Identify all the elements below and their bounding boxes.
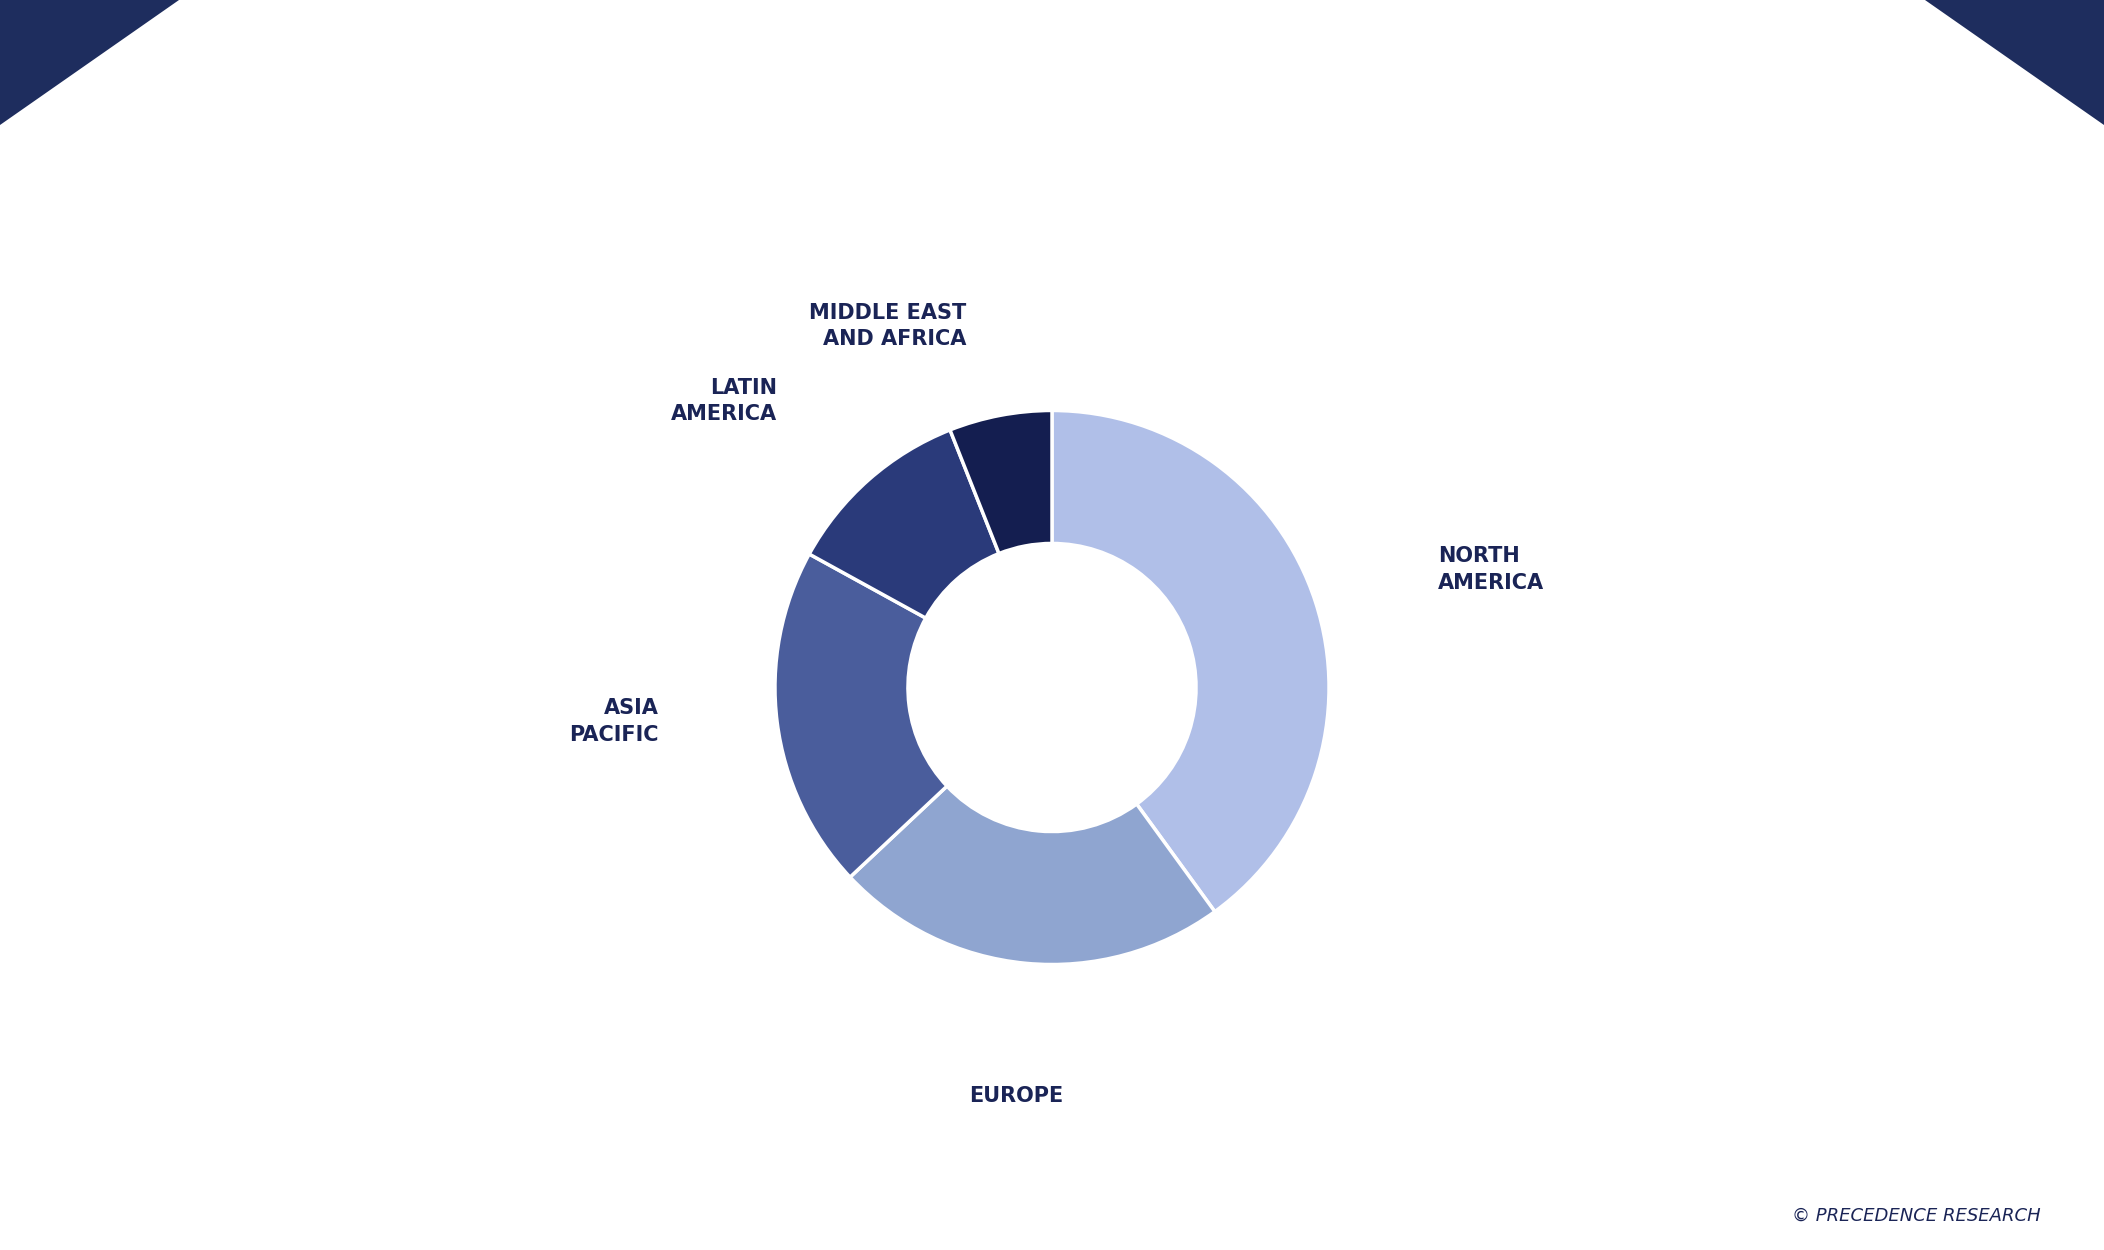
Text: LATIN
AMERICA: LATIN AMERICA	[671, 378, 776, 424]
Wedge shape	[1052, 410, 1330, 911]
Polygon shape	[1925, 0, 2104, 125]
Text: EUROPE: EUROPE	[970, 1086, 1063, 1106]
Text: © PRECEDENCE RESEARCH: © PRECEDENCE RESEARCH	[1793, 1208, 2041, 1225]
Text: CELL LYSIS & DISRUPTION MARKET SHARE, BY REGION, 2020 (%): CELL LYSIS & DISRUPTION MARKET SHARE, BY…	[368, 45, 1736, 80]
Wedge shape	[850, 786, 1214, 965]
Wedge shape	[810, 430, 999, 618]
Text: MIDDLE EAST
AND AFRICA: MIDDLE EAST AND AFRICA	[810, 302, 966, 349]
Wedge shape	[951, 410, 1052, 554]
Text: NORTH
AMERICA: NORTH AMERICA	[1437, 546, 1544, 592]
Text: ASIA
PACIFIC: ASIA PACIFIC	[570, 699, 659, 745]
Polygon shape	[0, 0, 179, 125]
Wedge shape	[774, 554, 947, 878]
